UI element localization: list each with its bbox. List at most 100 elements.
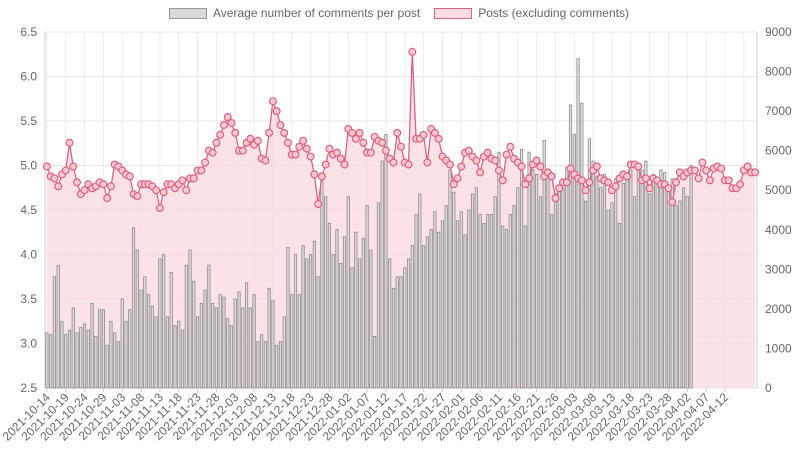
bar-comments <box>606 209 610 389</box>
bar-comments <box>459 211 463 389</box>
bar-comments <box>271 300 275 389</box>
bar-comments <box>113 332 117 389</box>
point-posts <box>366 148 375 157</box>
bar-comments <box>263 341 267 389</box>
bar-comments <box>105 344 109 389</box>
point-posts <box>99 180 108 189</box>
bar-comments <box>508 214 512 389</box>
point-posts <box>472 156 481 165</box>
bar-comments <box>86 329 90 389</box>
point-posts <box>611 182 620 191</box>
point-posts <box>314 200 323 209</box>
tick-label-right: 8000 <box>765 65 792 79</box>
bar-comments <box>56 264 60 389</box>
point-posts <box>434 134 443 143</box>
point-posts <box>408 47 417 56</box>
bar-comments <box>199 303 203 389</box>
bar-comments <box>293 254 298 389</box>
bar-comments <box>158 258 162 389</box>
point-posts <box>397 142 406 151</box>
point-posts <box>351 134 360 143</box>
bar-comments <box>640 169 644 389</box>
bar-comments <box>519 149 524 389</box>
bar-comments <box>433 211 437 389</box>
bar-comments <box>222 296 226 389</box>
point-posts <box>306 152 315 161</box>
legend-label-posts: Posts (excluding comments) <box>478 6 629 20</box>
bar-comments <box>380 160 384 389</box>
point-posts <box>355 128 364 137</box>
bar-comments <box>357 258 362 389</box>
legend-item-comments[interactable]: Average number of comments per post <box>169 6 420 20</box>
bar-comments <box>391 287 396 389</box>
bar-comments <box>651 173 655 389</box>
bar-comments <box>425 236 429 389</box>
bar-comments <box>414 214 418 389</box>
bar-comments <box>335 229 339 389</box>
bar-comments <box>584 200 588 389</box>
bar-comments <box>621 182 625 389</box>
point-posts <box>445 160 454 169</box>
bar-comments <box>82 323 87 389</box>
bar-comments <box>452 191 456 389</box>
bar-comments <box>131 227 136 389</box>
bar-comments <box>437 231 441 389</box>
point-posts <box>381 146 390 155</box>
bar-comments <box>602 173 607 389</box>
point-posts <box>743 162 752 171</box>
bar-comments <box>267 287 271 389</box>
point-posts <box>125 172 134 181</box>
bar-comments <box>195 316 200 389</box>
point-posts <box>525 174 534 183</box>
point-posts <box>736 180 745 189</box>
legend-item-posts[interactable]: Posts (excluding comments) <box>434 6 629 20</box>
point-posts <box>562 178 571 187</box>
point-posts <box>506 142 515 151</box>
bar-comments <box>648 193 652 389</box>
bar-comments <box>120 298 124 389</box>
point-posts <box>155 204 164 213</box>
bar-comments <box>395 276 399 389</box>
bar-comments <box>49 334 53 389</box>
point-posts <box>641 174 650 183</box>
point-posts <box>208 148 217 157</box>
point-posts <box>634 162 643 171</box>
bar-comments <box>218 294 222 389</box>
bar-comments <box>324 196 328 389</box>
point-posts <box>201 158 210 167</box>
point-posts <box>547 172 556 181</box>
point-posts <box>453 174 462 183</box>
bar-comments <box>614 178 618 389</box>
point-posts <box>280 128 289 137</box>
point-posts <box>340 160 349 169</box>
point-posts <box>585 178 594 187</box>
bar-comments <box>666 190 671 389</box>
point-posts <box>265 128 274 137</box>
point-posts <box>106 182 115 191</box>
bar-comments <box>64 334 68 389</box>
bar-comments <box>663 172 667 389</box>
point-posts <box>592 162 601 171</box>
bar-comments <box>617 222 622 389</box>
point-posts <box>536 162 545 171</box>
bar-comments <box>418 193 422 389</box>
point-posts <box>483 148 492 157</box>
bar-comments <box>565 166 569 389</box>
bar-comments <box>542 140 546 389</box>
bar-comments <box>244 282 249 389</box>
bar-comments <box>376 202 380 389</box>
tick-label-right: 9000 <box>765 25 792 39</box>
bar-comments <box>678 200 682 389</box>
bar-comments <box>226 318 230 389</box>
bar-comments <box>591 160 595 389</box>
tick-label-left: 6.5 <box>20 25 37 39</box>
point-posts <box>502 150 511 159</box>
point-posts <box>690 166 699 175</box>
bar-comments <box>301 245 305 389</box>
tick-label-right: 5000 <box>765 183 792 197</box>
bar-comments <box>278 341 283 389</box>
point-posts <box>197 166 206 175</box>
point-posts <box>272 107 281 116</box>
tick-label-left: 3.5 <box>20 292 37 306</box>
